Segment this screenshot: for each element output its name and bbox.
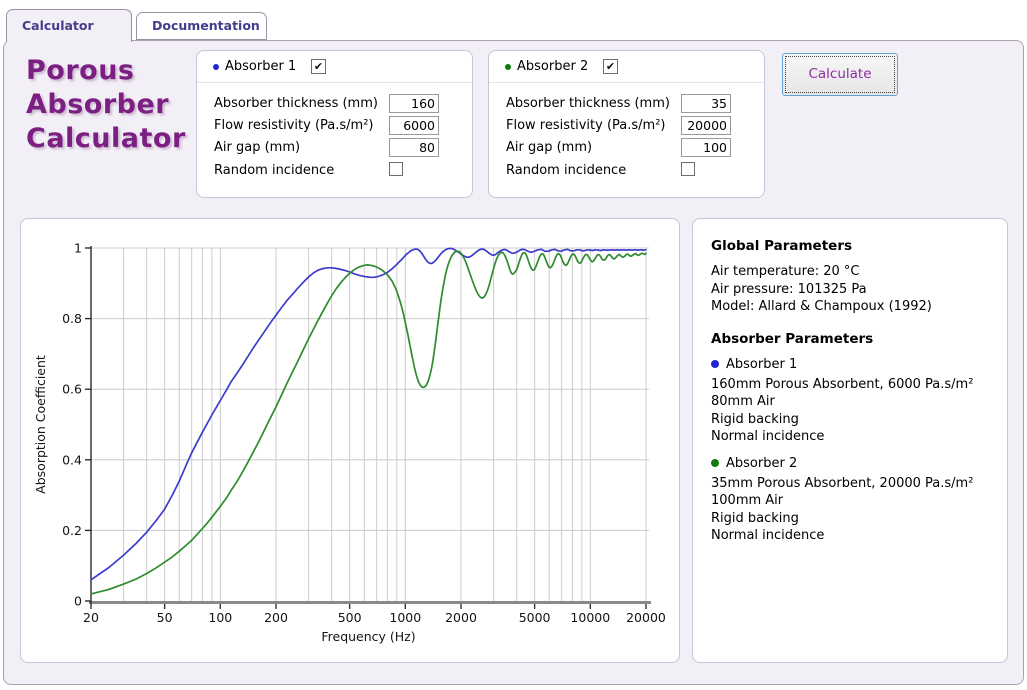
- absorber2-summary-line: 35mm Porous Absorbent, 20000 Pa.s/m²: [711, 475, 974, 491]
- absorber2-airgap-row: Air gap (mm): [489, 138, 764, 158]
- chart-panel: 0 0.2 0.4 0.6 0.8 1 20 50 100 200 500 1000 2000 5000 1…: [20, 218, 680, 663]
- page-title-line2: Absorber: [26, 89, 170, 120]
- absorber2-random-row: Random incidence: [489, 161, 764, 181]
- absorber-parameters-heading: Absorber Parameters: [711, 330, 874, 347]
- svg-text:5000: 5000: [519, 610, 551, 625]
- absorber1-summary-line: 160mm Porous Absorbent, 6000 Pa.s/m²: [711, 376, 974, 392]
- svg-text:0.4: 0.4: [62, 452, 82, 467]
- absorber1-panel-header: Absorber 1 ✔: [197, 51, 472, 83]
- air-pressure-text: Air pressure: 101325 Pa: [711, 281, 867, 297]
- absorber1-resistivity-input[interactable]: [389, 116, 439, 135]
- absorber2-summary-line: Rigid backing: [711, 510, 799, 526]
- absorber1-random-checkbox[interactable]: [389, 162, 403, 176]
- absorber1-airgap-row: Air gap (mm): [197, 138, 472, 158]
- global-parameters-heading: Global Parameters: [711, 238, 853, 254]
- svg-text:500: 500: [338, 610, 362, 625]
- model-text: Model: Allard & Champoux (1992): [711, 299, 932, 314]
- absorber2-summary-line: Normal incidence: [711, 528, 825, 543]
- absorber1-panel-title: Absorber 1: [225, 59, 297, 74]
- absorber2-airgap-label: Air gap (mm): [506, 140, 593, 155]
- absorber2-enabled-checkbox[interactable]: ✔: [603, 59, 618, 74]
- absorption-chart: 0 0.2 0.4 0.6 0.8 1 20 50 100 200 500 1000 2000 5000 1…: [33, 241, 666, 645]
- absorber2-thickness-row: Absorber thickness (mm): [489, 94, 764, 114]
- parameters-panel: Global Parameters Air temperature: 20 °C…: [692, 218, 1008, 663]
- absorber2-summary-bullet-icon: [711, 458, 719, 467]
- absorber2-summary-title: Absorber 2: [711, 456, 1007, 471]
- absorber2-panel-title: Absorber 2: [517, 59, 589, 74]
- page-title: Porous Absorber Calculator: [26, 54, 186, 156]
- absorber1-panel: Absorber 1 ✔ Absorber thickness (mm) Flo…: [196, 50, 473, 198]
- absorber2-resistivity-row: Flow resistivity (Pa.s/m²): [489, 116, 764, 136]
- absorber1-summary-title: Absorber 1: [711, 357, 1007, 372]
- absorber2-summary-line: 100mm Air: [711, 493, 784, 508]
- page-title-line3: Calculator: [26, 123, 186, 154]
- absorber1-summary-line: 80mm Air: [711, 394, 775, 409]
- absorber2-thickness-input[interactable]: [681, 94, 731, 113]
- absorber1-random-row: Random incidence: [197, 161, 472, 181]
- absorber1-resistivity-label: Flow resistivity (Pa.s/m²): [214, 118, 374, 133]
- svg-text:1: 1: [74, 241, 82, 256]
- absorber2-bullet-icon: [505, 64, 511, 70]
- absorber1-airgap-label: Air gap (mm): [214, 140, 301, 155]
- absorber1-thickness-label: Absorber thickness (mm): [214, 96, 378, 111]
- absorber2-panel: Absorber 2 ✔ Absorber thickness (mm) Flo…: [488, 50, 765, 198]
- absorber1-thickness-input[interactable]: [389, 94, 439, 113]
- absorber2-resistivity-label: Flow resistivity (Pa.s/m²): [506, 118, 666, 133]
- calculate-button[interactable]: Calculate: [782, 53, 898, 96]
- absorber1-random-label: Random incidence: [214, 163, 335, 178]
- absorber1-enabled-checkbox[interactable]: ✔: [311, 59, 326, 74]
- absorber1-thickness-row: Absorber thickness (mm): [197, 94, 472, 114]
- svg-text:100: 100: [208, 610, 232, 625]
- absorber1-resistivity-row: Flow resistivity (Pa.s/m²): [197, 116, 472, 136]
- svg-text:0.2: 0.2: [62, 523, 82, 538]
- absorber1-summary-line: Rigid backing: [711, 411, 799, 427]
- svg-text:50: 50: [157, 610, 173, 625]
- absorber1-airgap-input[interactable]: [389, 138, 439, 157]
- svg-text:20000: 20000: [626, 610, 666, 625]
- absorber2-random-checkbox[interactable]: [681, 162, 695, 176]
- svg-text:20: 20: [83, 610, 99, 625]
- svg-text:0.6: 0.6: [62, 382, 82, 397]
- tab-documentation[interactable]: Documentation: [136, 12, 267, 40]
- absorber2-random-label: Random incidence: [506, 163, 627, 178]
- svg-text:0: 0: [74, 594, 82, 609]
- tab-calculator[interactable]: Calculator: [6, 9, 132, 42]
- svg-text:Absorption Coefficient: Absorption Coefficient: [33, 355, 48, 494]
- absorber2-panel-header: Absorber 2 ✔: [489, 51, 764, 83]
- absorber2-airgap-input[interactable]: [681, 138, 731, 157]
- svg-text:10000: 10000: [570, 610, 610, 625]
- svg-text:200: 200: [264, 610, 288, 625]
- absorber2-thickness-label: Absorber thickness (mm): [506, 96, 670, 111]
- absorber1-bullet-icon: [213, 64, 219, 70]
- svg-text:Frequency (Hz): Frequency (Hz): [321, 629, 415, 644]
- air-temperature-text: Air temperature: 20 °C: [711, 264, 860, 279]
- absorber1-summary-name: Absorber 1: [726, 356, 798, 372]
- page-title-line1: Porous: [26, 55, 135, 86]
- absorber1-summary-line: Normal incidence: [711, 429, 825, 444]
- svg-text:0.8: 0.8: [62, 311, 82, 326]
- absorber1-summary-bullet-icon: [711, 359, 719, 368]
- absorber2-resistivity-input[interactable]: [681, 116, 731, 135]
- svg-text:1000: 1000: [389, 610, 421, 625]
- svg-text:2000: 2000: [445, 610, 477, 625]
- absorber2-summary-name: Absorber 2: [726, 455, 798, 471]
